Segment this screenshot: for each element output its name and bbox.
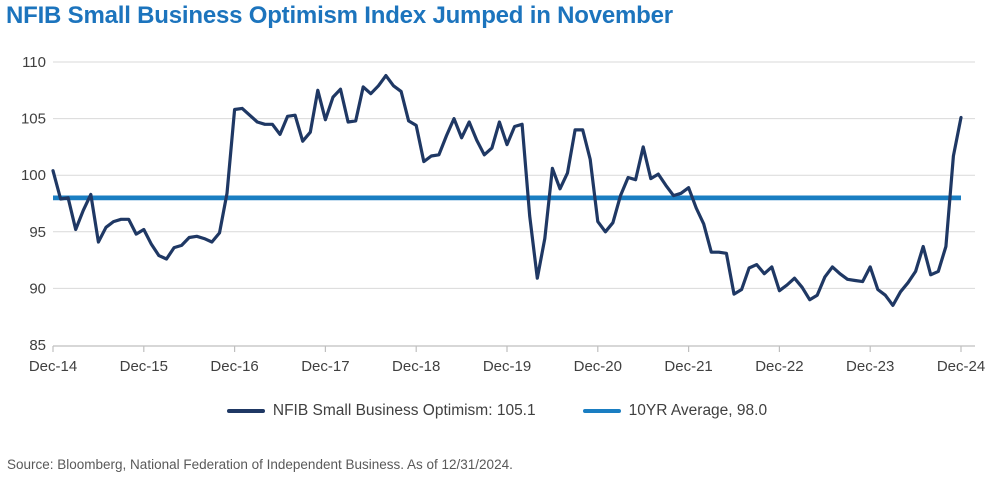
- y-tick-label: 100: [21, 167, 46, 184]
- x-tick-label: Dec-18: [392, 358, 440, 375]
- x-tick-label: Dec-22: [755, 358, 803, 375]
- y-tick-label: 90: [29, 280, 46, 297]
- y-tick-label: 95: [29, 224, 46, 241]
- y-tick-label: 85: [29, 337, 46, 354]
- source-note: Source: Bloomberg, National Federation o…: [7, 457, 513, 472]
- optimism-chart: 85 90 95 100 105 110 Dec-14 Dec-15 Dec-16 Dec-17 D…: [21, 54, 985, 375]
- chart-title: NFIB Small Business Optimism Index Jumpe…: [6, 2, 673, 29]
- series-legend-label: NFIB Small Business Optimism: 105.1: [272, 402, 536, 419]
- x-tick-label: Dec-17: [301, 358, 349, 375]
- x-tick-label: Dec-15: [120, 358, 168, 375]
- series-line: [51, 73, 963, 307]
- x-tick-label: Dec-24: [937, 358, 985, 375]
- average-line-swatch: [582, 408, 621, 414]
- x-tick-label: Dec-19: [483, 358, 531, 375]
- legend-item-average: 10YR Average, 98.0: [582, 402, 768, 420]
- y-tick-label: 105: [21, 111, 46, 128]
- x-tick-label: Dec-21: [664, 358, 712, 375]
- x-tick-label: Dec-23: [846, 358, 894, 375]
- x-tick-label: Dec-14: [29, 358, 77, 375]
- legend: NFIB Small Business Optimism: 105.1 10YR…: [0, 402, 994, 420]
- x-tick-label: Dec-20: [574, 358, 622, 375]
- series-line-swatch: [226, 409, 265, 413]
- legend-item-series: NFIB Small Business Optimism: 105.1: [226, 402, 536, 420]
- y-tick-label: 110: [22, 54, 46, 71]
- x-tick-label: Dec-16: [210, 358, 258, 375]
- average-legend-label: 10YR Average, 98.0: [628, 402, 768, 419]
